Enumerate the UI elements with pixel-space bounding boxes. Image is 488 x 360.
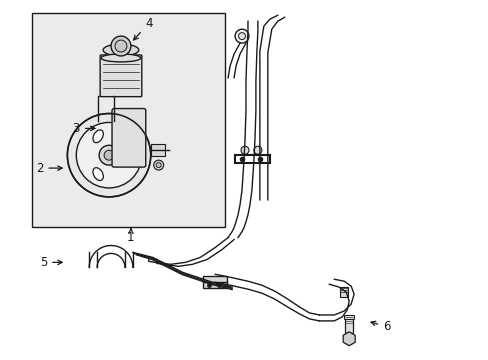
Text: 3: 3 [73, 122, 95, 135]
Circle shape [99, 145, 119, 165]
Circle shape [104, 150, 114, 160]
Text: 1: 1 [127, 228, 134, 244]
Circle shape [241, 146, 248, 154]
Circle shape [238, 33, 245, 40]
Circle shape [76, 122, 142, 188]
Circle shape [67, 113, 150, 197]
Ellipse shape [93, 130, 103, 143]
Bar [340, 287, 347, 297]
Text: 6: 6 [370, 320, 390, 333]
Circle shape [235, 29, 248, 43]
FancyBboxPatch shape [112, 109, 145, 167]
Bar [345, 317, 352, 333]
Circle shape [119, 157, 126, 164]
Bar [203, 276, 226, 288]
Text: 5: 5 [40, 256, 62, 269]
Bar [344, 315, 353, 319]
Circle shape [156, 163, 161, 168]
Ellipse shape [123, 151, 138, 159]
Circle shape [153, 160, 163, 170]
Ellipse shape [103, 44, 139, 56]
Ellipse shape [93, 168, 103, 180]
Bar [32, 13, 224, 227]
Circle shape [253, 146, 262, 154]
Text: 4: 4 [133, 17, 152, 40]
FancyBboxPatch shape [100, 55, 142, 96]
Text: 2: 2 [36, 162, 62, 175]
Circle shape [115, 40, 127, 52]
Circle shape [111, 36, 131, 56]
Ellipse shape [101, 54, 141, 62]
Bar [150, 144, 164, 156]
